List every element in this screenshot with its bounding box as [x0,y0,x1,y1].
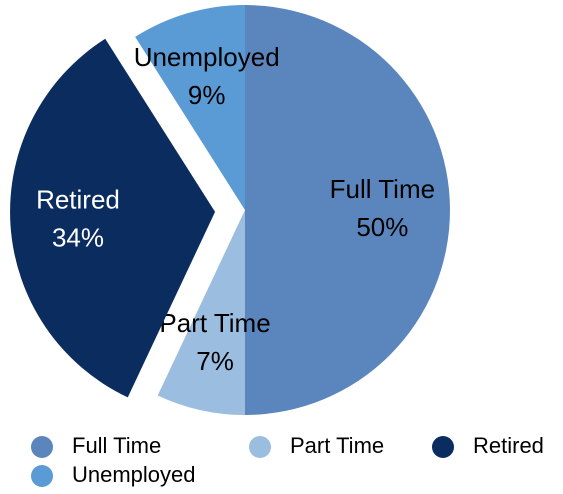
slice-category: Full Time [330,174,435,204]
pie-slice [157,210,245,415]
slice-value: 7% [196,346,234,376]
slice-category: Unemployed [134,42,280,72]
slice-category: Retired [36,184,120,214]
legend-marker [432,436,454,458]
legend-marker [31,465,53,487]
slice-value: 34% [52,222,104,252]
legend-label: Unemployed [72,462,196,487]
pie-slice [135,5,245,210]
legend-label: Retired [473,433,544,458]
pie-slice [245,5,450,415]
slice-value: 9% [188,80,226,110]
legend-marker [249,436,271,458]
slice-category: Part Time [159,308,270,338]
legend-label: Full Time [72,433,161,458]
legend-marker [31,436,53,458]
legend-label: Part Time [290,433,384,458]
pie-slice [10,38,216,398]
slice-value: 50% [356,212,408,242]
